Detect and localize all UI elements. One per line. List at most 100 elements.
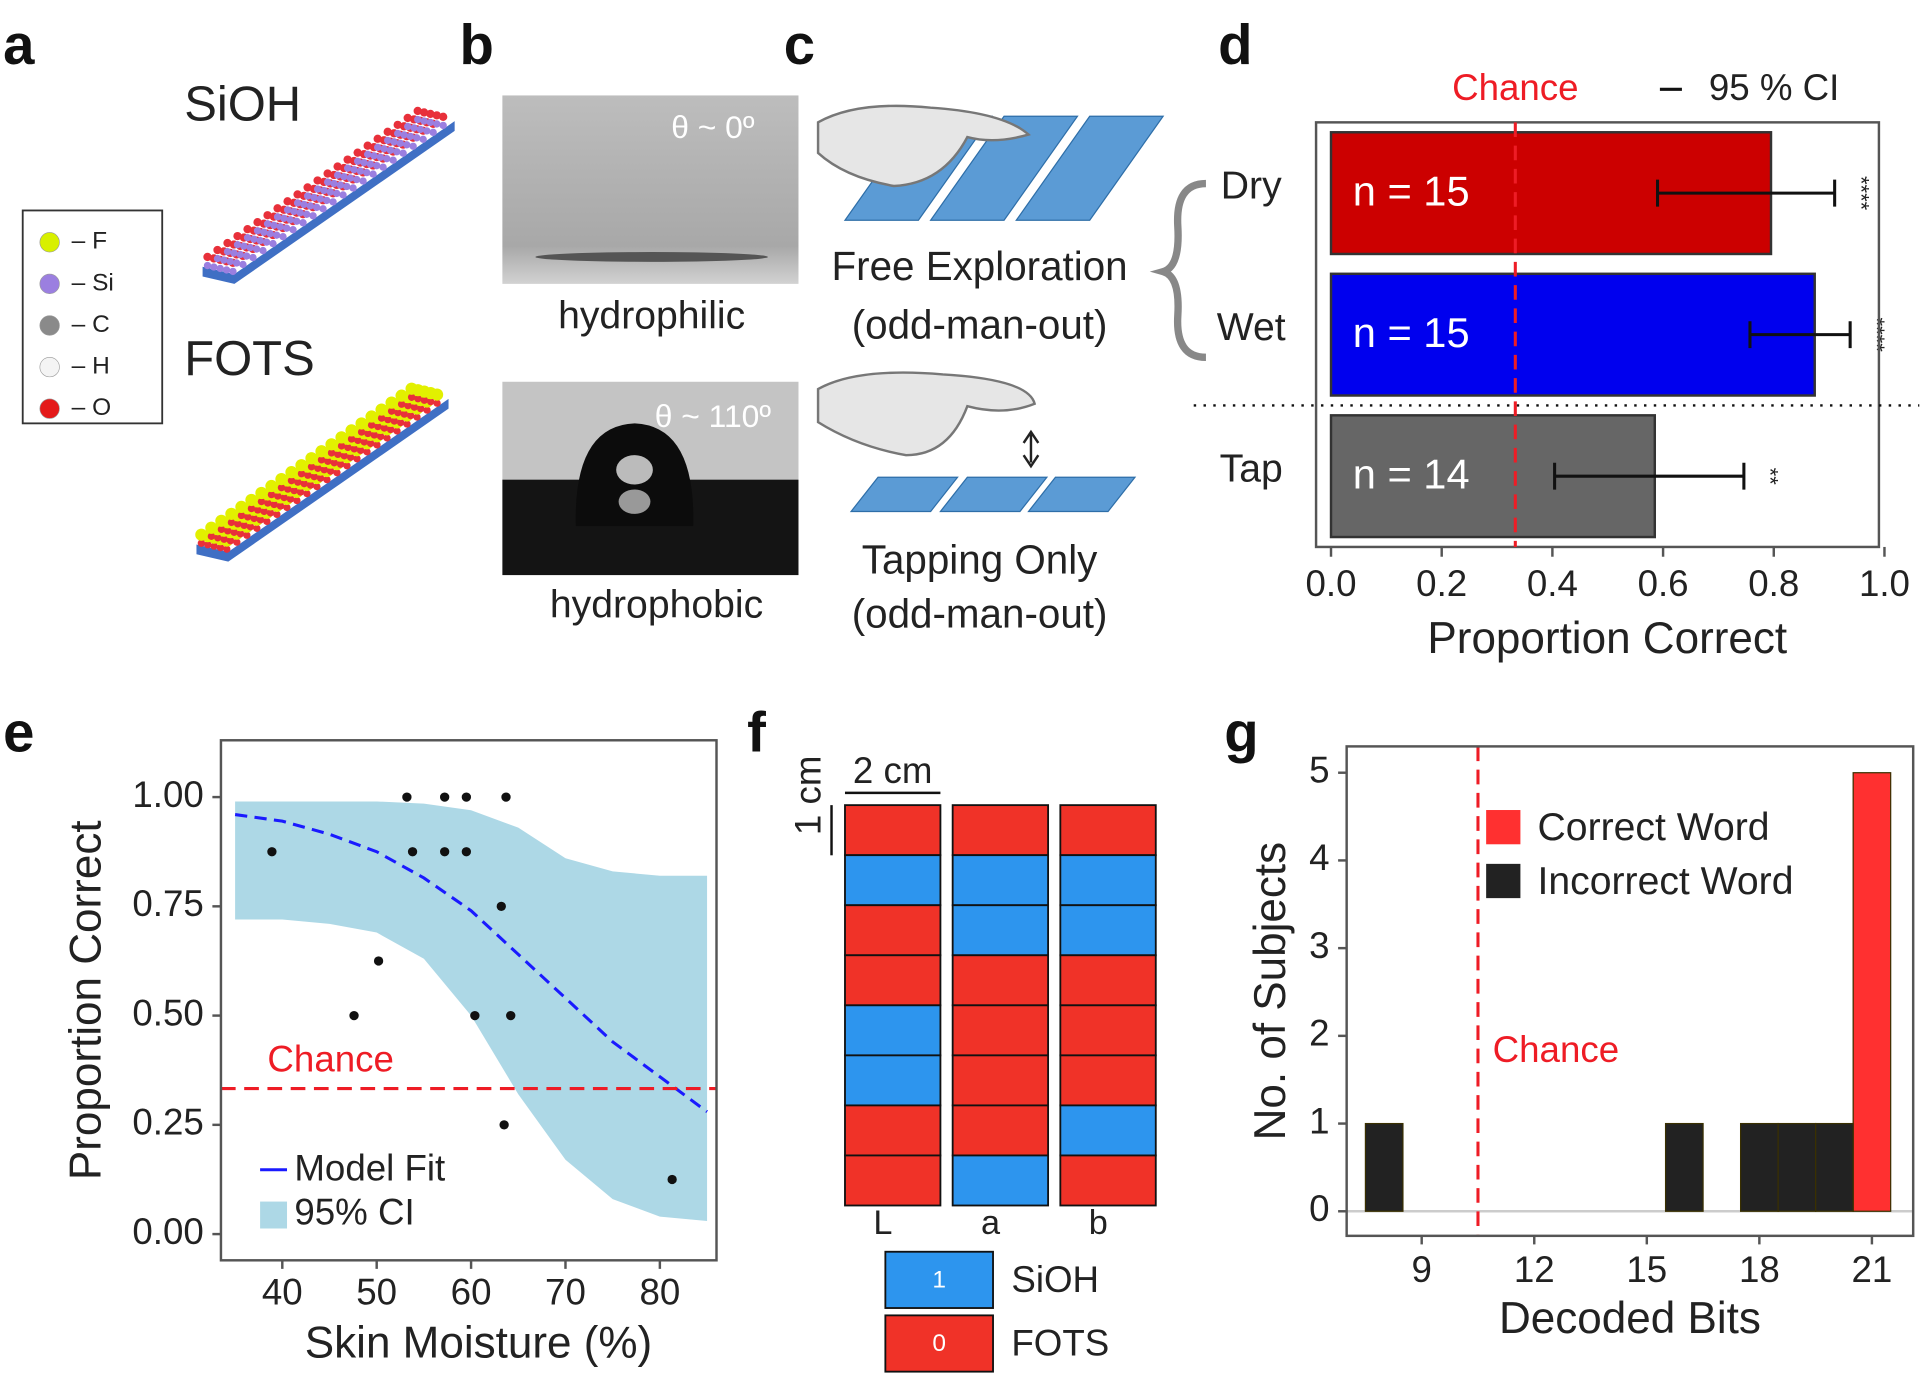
atom (283, 503, 291, 512)
atom (287, 477, 296, 485)
atom (260, 228, 268, 236)
atom (345, 424, 358, 437)
atom (286, 495, 295, 503)
atom (340, 452, 348, 460)
atom (276, 502, 285, 510)
atom (335, 431, 348, 444)
atom (423, 127, 431, 135)
error-bar (1553, 462, 1746, 490)
atom (343, 462, 351, 470)
atom (333, 162, 342, 171)
atom (263, 517, 271, 526)
atom (313, 176, 322, 185)
atom (285, 466, 298, 479)
atom (429, 128, 437, 137)
atom (216, 544, 225, 552)
legend-bit: 1 (932, 1267, 946, 1294)
atom (280, 493, 288, 502)
plot-frame (1314, 121, 1881, 549)
atom (426, 109, 435, 119)
atom (227, 518, 236, 527)
atom (247, 504, 256, 513)
surface-plate (939, 476, 1049, 513)
atom (363, 150, 372, 158)
legend-swatch (884, 1250, 994, 1309)
atom (292, 217, 301, 225)
atom (420, 117, 428, 125)
x-tick-label: 0.6 (1638, 563, 1689, 604)
legend-swatch (884, 1314, 994, 1373)
atom (235, 500, 248, 514)
atom (387, 407, 396, 415)
x-tick-label: 0.0 (1306, 563, 1357, 604)
category-label: Tap (1220, 448, 1283, 491)
atom (325, 438, 338, 451)
atom (363, 448, 371, 456)
bit-cell (951, 1154, 1050, 1207)
bit-cell (951, 1054, 1050, 1107)
surface-label: FOTS (184, 332, 315, 386)
bar-annotation: n = 14 (1353, 450, 1470, 497)
atom (404, 402, 412, 410)
legend-label: 95% CI (294, 1192, 414, 1233)
legend-label: Correct Word (1538, 806, 1770, 849)
y-tick-label: 0.00 (132, 1211, 203, 1252)
atom (233, 240, 242, 249)
data-point (267, 847, 277, 857)
atom (404, 122, 412, 131)
atom (255, 486, 268, 500)
y-tick-label: 5 (1309, 749, 1329, 790)
atom (343, 182, 351, 191)
atom (416, 125, 425, 134)
category-label: Dry (1221, 165, 1282, 208)
atom (232, 259, 241, 267)
bit-cell (1059, 1004, 1157, 1057)
data-point (402, 792, 412, 802)
bit-cell (1059, 954, 1157, 1007)
charts: d n = 15 **** Dry n = 15 **** Wet n = 14 ** Tap Ch… (3, 13, 1920, 1368)
atom (390, 138, 398, 146)
x-tick-label: 15 (1626, 1249, 1667, 1290)
data-point (667, 1174, 677, 1185)
y-tick-label: 1.00 (132, 774, 203, 815)
atom (236, 530, 245, 538)
atom (385, 396, 398, 409)
bit-cell (844, 1104, 942, 1157)
atom (205, 521, 218, 534)
atom (394, 408, 402, 417)
x-tick-label: 80 (639, 1271, 680, 1312)
atom (245, 493, 258, 507)
atom (236, 250, 244, 259)
atom (364, 429, 372, 438)
y-axis-label: No. of Subjects (1246, 842, 1295, 1141)
atom (243, 531, 251, 539)
histogram-bar (1777, 1122, 1817, 1212)
atom (256, 516, 265, 524)
droplet-highlight (618, 489, 651, 514)
atom (269, 239, 277, 248)
atom (240, 521, 248, 530)
atom (396, 139, 405, 147)
atom (215, 514, 228, 527)
atom (210, 263, 218, 271)
data-point (349, 1010, 359, 1021)
atom (246, 523, 255, 531)
atom (334, 450, 342, 459)
atom (234, 520, 242, 528)
scatter-chart: Chance 0.00 0.25 0.50 0.75 1.00 40 50 60 70 80 Skin… (61, 739, 718, 1368)
atom (323, 169, 332, 178)
data-point (440, 792, 450, 802)
panel-label: a (3, 13, 35, 76)
atom (406, 411, 415, 420)
atom (253, 218, 262, 227)
atom (386, 146, 395, 154)
atom (417, 404, 425, 413)
legend-label: Incorrect Word (1538, 860, 1794, 903)
atom (229, 267, 237, 276)
atom (300, 200, 308, 209)
atom-legend: – F – Si – C – H – O (39, 228, 114, 421)
atom (423, 406, 431, 414)
ci-legend-label: 95 % CI (1709, 67, 1840, 108)
atom (297, 470, 306, 478)
